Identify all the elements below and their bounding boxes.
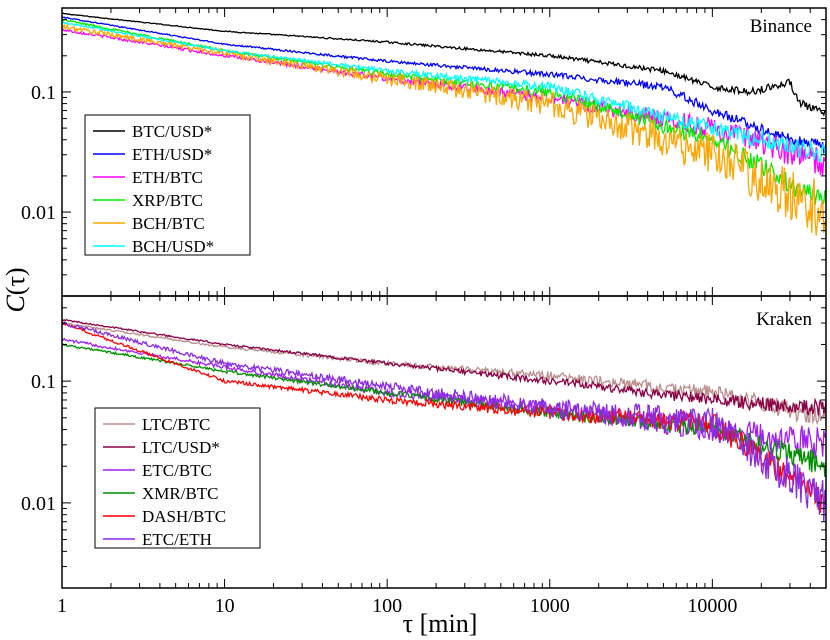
- x-tick-label: 10: [215, 595, 235, 617]
- series-lines: [62, 12, 826, 236]
- panel-kraken: 0.1 0.01 1 10 100 1000 10000: [21, 295, 827, 617]
- panel-title-kraken: Kraken: [756, 309, 812, 330]
- panel-title-binance: Binance: [750, 16, 812, 37]
- legend-label: ETH/USD*: [132, 145, 212, 164]
- series-line-dash-btc: [62, 322, 826, 513]
- y-tick-label: 0.01: [21, 202, 56, 224]
- legend-label: XRP/BTC: [132, 191, 203, 210]
- legend-binance: BTC/USD* ETH/USD* ETH/BTC XRP/BTC BCH/BTC BCH…: [84, 114, 251, 256]
- legend-label: BTC/USD*: [132, 122, 212, 141]
- legend-label: BCH/BTC: [132, 214, 205, 233]
- axis-ticks: [61, 7, 827, 297]
- legend-label: ETC/BTC: [142, 461, 212, 480]
- legend-label: ETC/ETH: [142, 530, 212, 549]
- series-line-eth-usd-: [62, 16, 826, 155]
- plot-frame: [61, 295, 827, 589]
- series-line-xmr-btc: [62, 343, 826, 477]
- legend-kraken: LTC/BTC LTC/USD* ETC/BTC XMR/BTC DASH/BTC ETC…: [94, 407, 261, 549]
- legend-label: BCH/USD*: [132, 237, 214, 256]
- x-tick-label: 1: [57, 595, 67, 617]
- legend-box: [84, 114, 251, 256]
- panel-binance: 0.1 0.01: [21, 7, 827, 297]
- series-line-btc-usd-: [62, 12, 826, 117]
- y-axis-title: C(τ): [1, 267, 30, 312]
- series-line-xrp-btc: [62, 18, 826, 206]
- x-tick-label: 10000: [687, 595, 737, 617]
- series-line-ltc-usd-: [62, 318, 826, 416]
- x-tick-label: 1000: [530, 595, 570, 617]
- y-tick-label: 0.1: [31, 371, 56, 393]
- x-axis-title: τ [min]: [403, 609, 478, 638]
- y-axis-title-arg: (τ): [1, 267, 30, 295]
- plot-layer: 0.1 0.01 0.1 0.01 1 10 100 1000 10000: [21, 7, 827, 617]
- series-line-etc-eth: [62, 321, 826, 522]
- y-tick-label: 0.1: [31, 82, 56, 104]
- legend-label: LTC/BTC: [142, 415, 210, 434]
- series-line-bch-btc: [62, 22, 826, 236]
- legend-label: LTC/USD*: [142, 438, 220, 457]
- legend-label: DASH/BTC: [142, 507, 226, 526]
- legend-label: XMR/BTC: [142, 484, 219, 503]
- y-axis-title-main: C: [1, 295, 30, 313]
- series-lines: [62, 318, 826, 522]
- y-tick-label: 0.01: [21, 493, 56, 515]
- legend-label: ETH/BTC: [132, 168, 203, 187]
- legend-box: [94, 407, 261, 549]
- series-line-bch-usd-: [62, 21, 826, 163]
- axis-ticks: [61, 295, 827, 589]
- x-tick-label: 100: [372, 595, 402, 617]
